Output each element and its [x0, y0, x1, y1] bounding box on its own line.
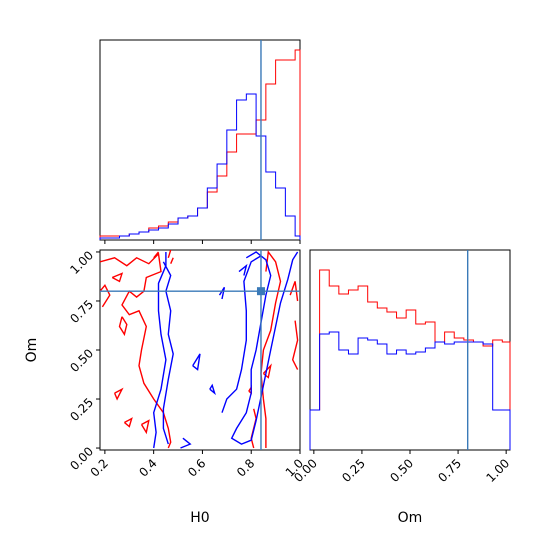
- h0-om-joint-panel: 0.2 0.4 0.6 0.8 1.00.000.250.500.751.00 H0 O…: [24, 248, 306, 526]
- joint-xtick-label-1: 0.4: [136, 456, 159, 479]
- om-xtick-label-1: 0.25: [339, 456, 368, 485]
- contour-series-1-7: [209, 383, 216, 396]
- h0-marginal-histograms: [99, 40, 301, 240]
- contour-series-1-8: [238, 263, 248, 276]
- contour-series-0-3: [118, 316, 128, 337]
- h0-marginal-ticks: [104, 240, 301, 244]
- om-marginal-histograms: [309, 250, 511, 450]
- contour-series-1-6: [221, 255, 262, 413]
- contour-series-1-1: [162, 261, 174, 445]
- h0-marginal-frame: [99, 39, 301, 241]
- om-xtick-label-2: 0.50: [387, 456, 416, 485]
- contour-series-0-1: [100, 284, 111, 308]
- h0-hist-series-0: [99, 49, 301, 240]
- contour-series-0-2: [111, 272, 124, 283]
- contour-series-0-4: [113, 387, 124, 401]
- joint-xtick-label-2: 0.6: [185, 456, 208, 479]
- contour-series-1-0: [152, 252, 167, 449]
- contour-series-1-5: [230, 251, 299, 445]
- contour-series-1-3: [218, 286, 226, 300]
- contour-series-0-6: [140, 419, 150, 435]
- om-xtick-label-4: 1.00: [483, 456, 512, 485]
- om-xtick-label-3: 0.75: [435, 456, 464, 485]
- joint-ytick-label-2: 0.50: [67, 346, 96, 375]
- joint-contours: [100, 250, 300, 450]
- contour-series-0-0: [100, 252, 172, 449]
- contour-series-0-9: [170, 257, 174, 264]
- h0-hist-series-1: [99, 93, 301, 240]
- om-marginal-panel: 0.00 0.25 0.50 0.75 1.00 Om: [291, 249, 512, 526]
- x-axis-label-om: Om: [398, 510, 423, 526]
- x-axis-label-h0: H0: [190, 510, 209, 526]
- contour-series-0-7: [153, 251, 160, 259]
- contour-series-0-8: [167, 250, 172, 259]
- contour-series-0-5: [123, 417, 133, 428]
- h0-marginal-panel: [99, 39, 301, 244]
- om-hist-series-1: [309, 331, 511, 450]
- joint-xtick-label-0: 0.2: [88, 456, 111, 479]
- joint-xtick-label-3: 0.8: [234, 456, 257, 479]
- truth-marker: [256, 287, 265, 296]
- contour-series-1-4: [180, 437, 192, 449]
- joint-ytick-label-3: 0.75: [67, 297, 96, 326]
- y-axis-label-om: Om: [24, 338, 40, 363]
- joint-ytick-label-1: 0.25: [67, 395, 96, 424]
- contour-series-0-11: [260, 250, 282, 448]
- contour-series-1-2: [192, 353, 201, 371]
- joint-ytick-label-4: 1.00: [67, 248, 96, 277]
- om-marginal-ticks: 0.00 0.25 0.50 0.75 1.00: [291, 450, 512, 485]
- contour-series-0-12: [291, 320, 299, 370]
- om-hist-series-0: [309, 269, 511, 450]
